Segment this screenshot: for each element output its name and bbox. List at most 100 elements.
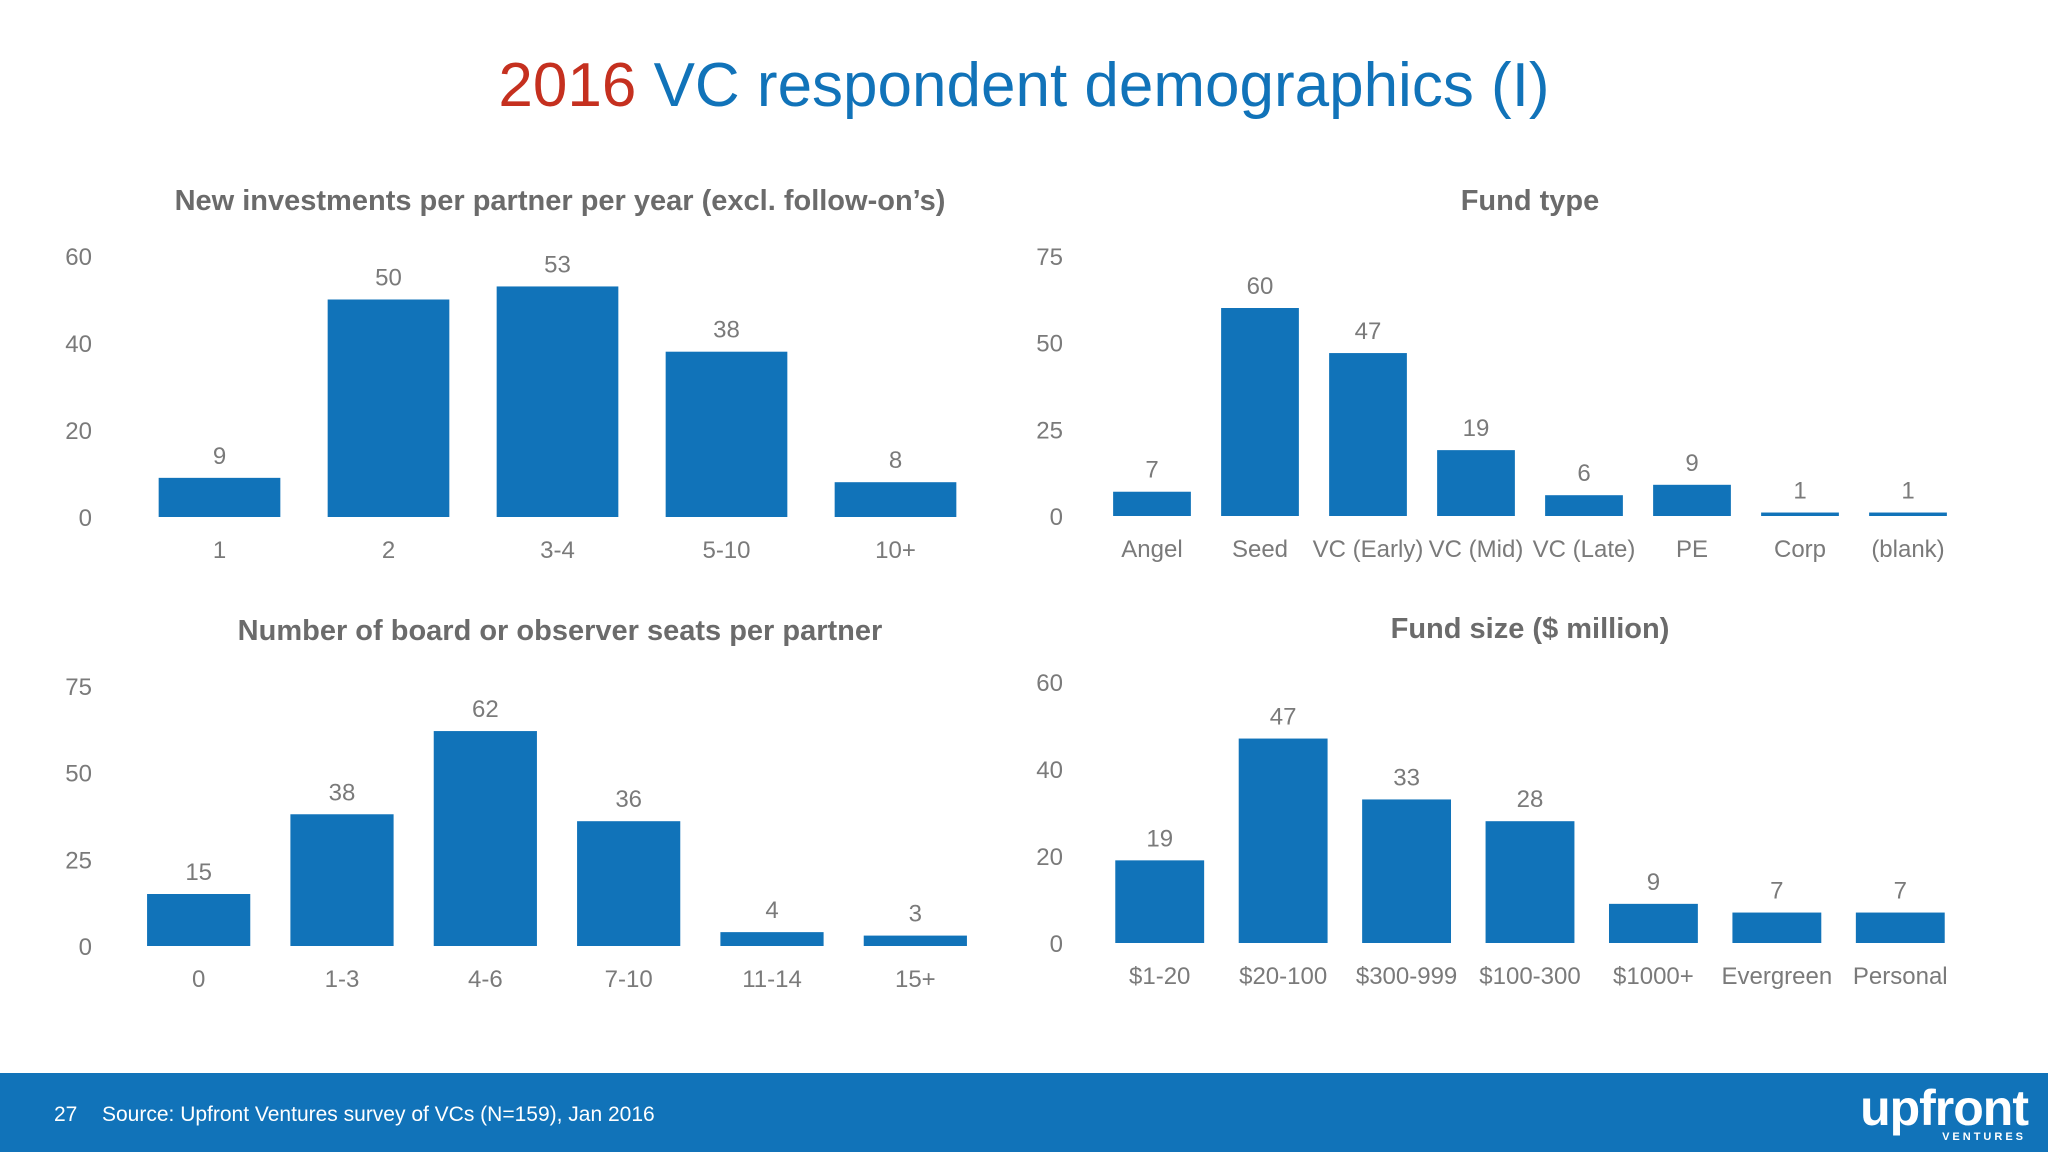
logo-wordmark: upfront	[1860, 1080, 2029, 1136]
y-tick-label: 20	[1036, 844, 1063, 871]
y-tick-label: 75	[65, 674, 92, 701]
data-label: 19	[1463, 415, 1490, 442]
x-tick-label: $1-20	[1129, 963, 1190, 990]
bar	[290, 814, 394, 946]
data-label: 62	[472, 696, 499, 723]
bar	[1238, 738, 1328, 943]
data-label: 47	[1355, 318, 1382, 345]
bar	[577, 821, 681, 946]
x-tick-label: 11-14	[742, 966, 802, 993]
bar	[1329, 353, 1407, 516]
y-tick-label: 25	[65, 847, 92, 874]
data-label: 7	[1894, 878, 1907, 905]
slide-title: 2016 VC respondent demographics (I)	[0, 50, 2048, 121]
bar	[158, 477, 281, 517]
data-label: 6	[1577, 460, 1590, 487]
bar	[1653, 484, 1731, 516]
y-tick-label: 0	[1050, 931, 1063, 958]
footer-bar: 27 Source: Upfront Ventures survey of VC…	[0, 1073, 2048, 1152]
x-tick-label: $100-300	[1479, 963, 1580, 990]
x-tick-label: 2	[382, 537, 395, 564]
x-tick-label: 1	[213, 537, 226, 564]
slide-title-year: 2016	[498, 51, 637, 120]
x-tick-label: 10+	[875, 537, 916, 564]
x-tick-label: $300-999	[1356, 963, 1457, 990]
x-tick-label: VC (Mid)	[1429, 536, 1524, 563]
data-label: 50	[375, 265, 402, 292]
y-tick-label: 40	[65, 331, 92, 358]
bar	[863, 935, 967, 946]
data-label: 1	[1901, 478, 1914, 505]
data-label: 36	[615, 786, 642, 813]
y-tick-label: 50	[65, 761, 92, 788]
data-label: 9	[1647, 869, 1660, 896]
chart-title-board-seats: Number of board or observer seats per pa…	[237, 615, 883, 647]
x-tick-label: 7-10	[605, 966, 653, 993]
bar	[1221, 308, 1299, 516]
y-tick-label: 75	[1036, 244, 1063, 271]
x-tick-label: Personal	[1853, 963, 1948, 990]
data-label: 9	[213, 443, 226, 470]
y-tick-label: 50	[1036, 331, 1063, 358]
data-label: 60	[1247, 273, 1274, 300]
data-label: 38	[329, 779, 356, 806]
bar	[1115, 860, 1205, 943]
data-label: 3	[909, 901, 922, 928]
bar	[147, 894, 251, 946]
bar	[1608, 903, 1698, 943]
x-tick-label: (blank)	[1871, 536, 1944, 563]
bar	[834, 482, 957, 517]
y-tick-label: 25	[1036, 417, 1063, 444]
bar	[433, 731, 537, 946]
x-tick-label: Corp	[1774, 536, 1826, 563]
data-label: 4	[765, 897, 778, 924]
y-tick-label: 60	[65, 244, 92, 271]
chart-title-new-investments: New investments per partner per year (ex…	[174, 185, 946, 217]
chart-title-fund-type: Fund type	[1460, 185, 1600, 217]
bar	[496, 286, 619, 517]
bar	[1869, 512, 1947, 516]
y-tick-label: 40	[1036, 757, 1063, 784]
y-tick-label: 0	[1050, 504, 1063, 531]
bar	[1855, 912, 1945, 943]
data-label: 28	[1517, 786, 1544, 813]
data-label: 53	[544, 251, 571, 278]
x-tick-label: VC (Late)	[1533, 536, 1636, 563]
bar	[1485, 821, 1575, 943]
data-label: 47	[1270, 704, 1297, 731]
data-label: 1	[1793, 478, 1806, 505]
bar	[1113, 491, 1191, 516]
slide-title-text: VC respondent demographics (I)	[636, 51, 1550, 120]
x-tick-label: 1-3	[325, 966, 360, 993]
x-tick-label: 4-6	[468, 966, 503, 993]
bar	[665, 351, 788, 517]
data-label: 8	[889, 447, 902, 474]
bar	[1761, 512, 1839, 516]
y-tick-label: 0	[79, 505, 92, 532]
x-tick-label: Angel	[1121, 536, 1182, 563]
bar	[1437, 450, 1515, 516]
data-label: 15	[185, 859, 212, 886]
data-label: 7	[1770, 878, 1783, 905]
source-note: Source: Upfront Ventures survey of VCs (…	[102, 1103, 655, 1126]
x-tick-label: PE	[1676, 536, 1708, 563]
x-tick-label: Seed	[1232, 536, 1288, 563]
x-tick-label: 5-10	[702, 537, 750, 564]
data-label: 9	[1685, 450, 1698, 477]
logo-subtext: VENTURES	[1942, 1131, 2026, 1143]
data-label: 19	[1146, 825, 1173, 852]
x-tick-label: $1000+	[1613, 963, 1694, 990]
chart-title-fund-size: Fund size ($ million)	[1390, 613, 1670, 645]
bar	[1362, 799, 1452, 943]
y-tick-label: 0	[79, 934, 92, 961]
y-tick-label: 60	[1036, 670, 1063, 697]
data-label: 38	[713, 317, 740, 344]
bar	[1732, 912, 1822, 943]
page-number: 27	[54, 1103, 78, 1126]
y-tick-label: 20	[65, 418, 92, 445]
bar	[720, 932, 824, 946]
